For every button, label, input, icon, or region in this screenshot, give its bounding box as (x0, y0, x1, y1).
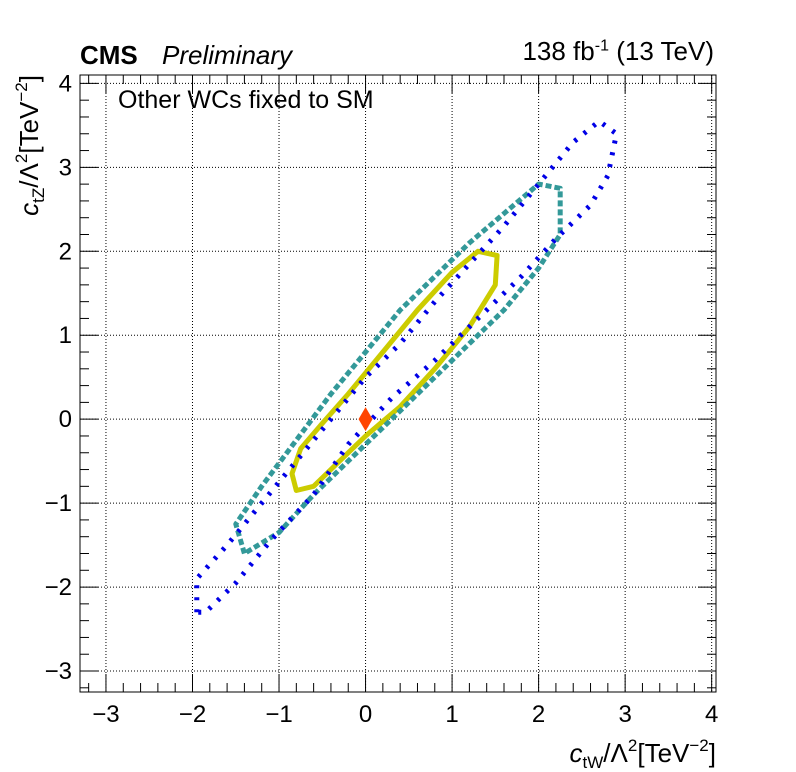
x-label-close: ] (709, 738, 716, 768)
y-tick-label: 4 (59, 70, 72, 97)
y-tick-labels: −3 −2 −1 0 1 2 3 4 (45, 70, 72, 685)
y-label-sq: 2 (12, 154, 31, 163)
x-tick-label: 1 (445, 701, 458, 728)
x-tick-label: 0 (359, 701, 372, 728)
x-label-exp: −2 (689, 736, 708, 755)
y-tick-label: 2 (59, 238, 72, 265)
y-tick-label: −3 (45, 658, 72, 685)
y-axis-label: ctZ/Λ2[TeV−2] (12, 75, 48, 216)
x-label-sq: 2 (628, 736, 637, 755)
x-tick-label: 2 (532, 701, 545, 728)
y-label-close: ] (14, 75, 44, 82)
x-label-mid: /Λ (603, 738, 628, 768)
contour-middle (233, 181, 563, 556)
y-tick-label: 3 (59, 154, 72, 181)
x-tick-labels: −3 −2 −1 0 1 2 3 4 (92, 701, 718, 728)
contours (194, 118, 619, 615)
x-tick-label: −1 (265, 701, 292, 728)
annotation-text: Other WCs fixed to SM (118, 86, 374, 114)
y-label-c: c (14, 203, 44, 216)
y-label-mid: /Λ (14, 162, 44, 187)
plot-frame (79, 74, 717, 693)
x-label-unit: [TeV (637, 738, 690, 768)
x-axis-label: ctW/Λ2[TeV−2] (570, 736, 717, 772)
grid (80, 75, 716, 692)
x-tick-label: −3 (92, 701, 119, 728)
status-label: Preliminary (162, 40, 293, 70)
luminosity-label: 138 fb-1 (13 TeV) (522, 36, 714, 67)
lumi-value: 138 fb (522, 36, 595, 66)
y-tick-label: −2 (45, 574, 72, 601)
x-tick-label: −2 (179, 701, 206, 728)
y-label-exp: −2 (12, 82, 31, 101)
points (358, 407, 373, 432)
y-label-unit: [TeV (14, 101, 44, 154)
contour-inner (289, 248, 500, 493)
x-label-c: c (570, 738, 583, 768)
y-tick-label: 1 (59, 322, 72, 349)
sm-point-marker (358, 407, 373, 432)
axis-ticks (80, 75, 716, 692)
y-tick-label: 0 (59, 406, 72, 433)
y-label-sub: tZ (29, 188, 48, 203)
x-tick-label: 3 (618, 701, 631, 728)
energy-label: (13 TeV) (616, 36, 714, 66)
y-tick-label: −1 (45, 490, 72, 517)
x-tick-label: 4 (705, 701, 718, 728)
contour-outer (194, 118, 619, 615)
experiment-label: CMS (80, 40, 138, 70)
lumi-exponent: -1 (594, 37, 609, 55)
x-label-sub: tW (583, 753, 604, 772)
